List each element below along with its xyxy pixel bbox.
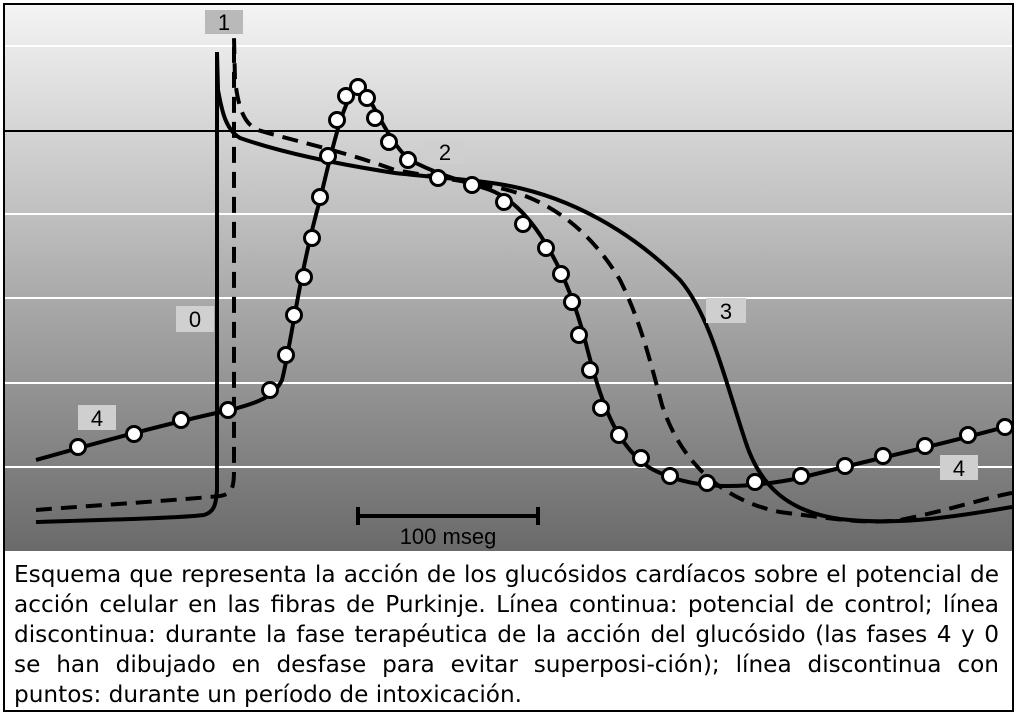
action-potential-diagram: 1 2 3 0 4 4 100 mseg — [5, 5, 1012, 551]
phase-label-4-left: 4 — [78, 405, 116, 431]
time-scale-bar — [356, 507, 540, 525]
intoxication-curve-dots — [69, 78, 1012, 492]
control-potential-curve — [35, 51, 1012, 524]
time-scale-label: 100 mseg — [400, 524, 497, 549]
phase-label-0: 0 — [176, 306, 214, 332]
figure-caption: Esquema que representa la acción de los … — [14, 561, 999, 708]
phase-label-4-right: 4 — [940, 455, 978, 481]
svg-text:0: 0 — [189, 307, 201, 332]
figure-frame — [3, 3, 1014, 712]
svg-text:3: 3 — [720, 299, 732, 324]
svg-text:4: 4 — [953, 456, 965, 481]
svg-text:4: 4 — [91, 406, 103, 431]
svg-text:1: 1 — [218, 10, 230, 35]
phase-label-1: 1 — [205, 10, 243, 35]
phase-label-2: 2 — [425, 140, 465, 165]
plot-background — [5, 5, 1012, 551]
phase-label-3: 3 — [706, 298, 746, 324]
svg-text:2: 2 — [439, 140, 451, 165]
therapeutic-phase-curve — [35, 37, 1012, 524]
